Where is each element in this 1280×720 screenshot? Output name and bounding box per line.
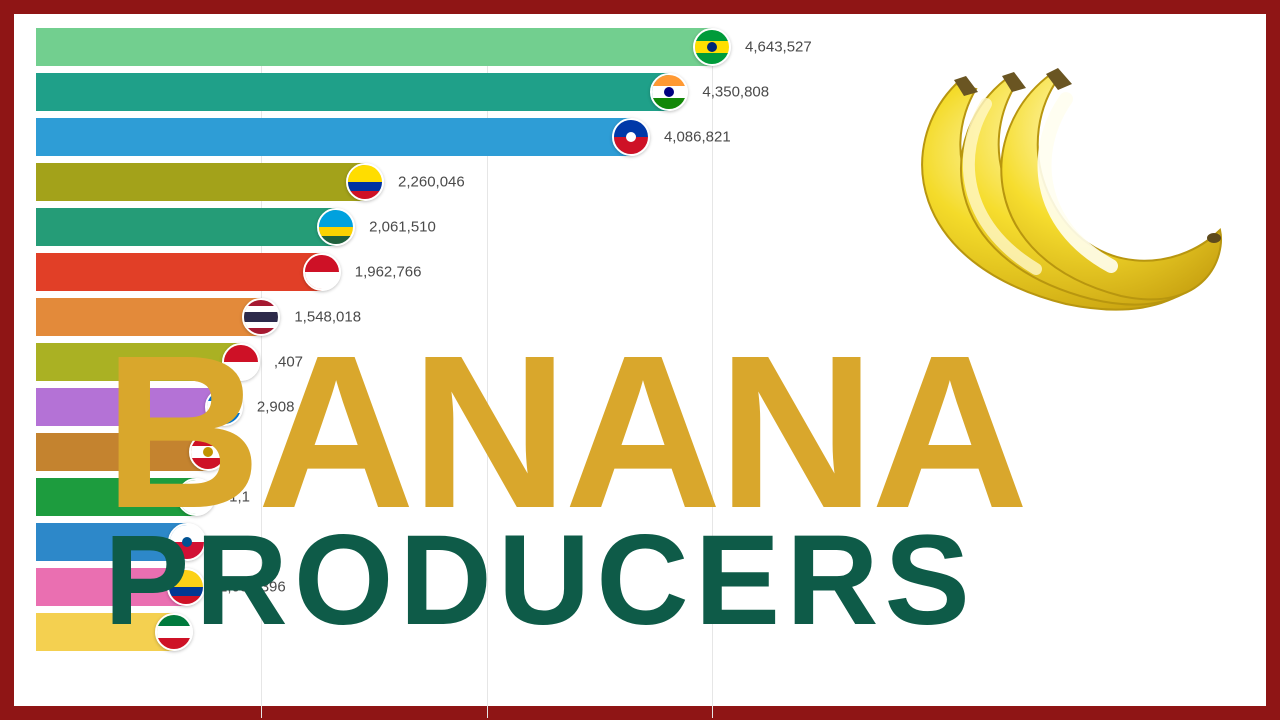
bar xyxy=(36,208,336,246)
title-producers: PRODUCERS xyxy=(104,517,1025,645)
bar-value: 1,962,766 xyxy=(355,264,422,281)
bar xyxy=(36,253,322,291)
bar-value: 4,350,808 xyxy=(702,84,769,101)
bar-row-philippines: 4,086,821 xyxy=(36,118,976,156)
bar-row-ecuador: 2,260,046 xyxy=(36,163,976,201)
bar xyxy=(36,118,631,156)
bar-value: 2,260,046 xyxy=(398,174,465,191)
flag-icon xyxy=(693,28,731,66)
flag-icon xyxy=(612,118,650,156)
bar-value: 2,061,510 xyxy=(369,219,436,236)
bar xyxy=(36,73,669,111)
bar-value: 4,086,821 xyxy=(664,129,731,146)
bar-row-indonesia: 1,962,766 xyxy=(36,253,976,291)
flag-icon xyxy=(650,73,688,111)
flag-icon xyxy=(303,253,341,291)
flag-icon xyxy=(317,208,355,246)
title-block: BANANA PRODUCERS xyxy=(104,344,1025,645)
title-banana: BANANA xyxy=(104,344,1025,523)
flag-icon xyxy=(346,163,384,201)
bar xyxy=(36,163,365,201)
banana-icon xyxy=(866,44,1226,324)
bar-row-india: 4,350,808 xyxy=(36,73,976,111)
bar-row-brazil: 4,643,527 xyxy=(36,28,976,66)
bar-row-rwanda: 2,061,510 xyxy=(36,208,976,246)
bar-value: 4,643,527 xyxy=(745,39,812,56)
bar xyxy=(36,28,712,66)
